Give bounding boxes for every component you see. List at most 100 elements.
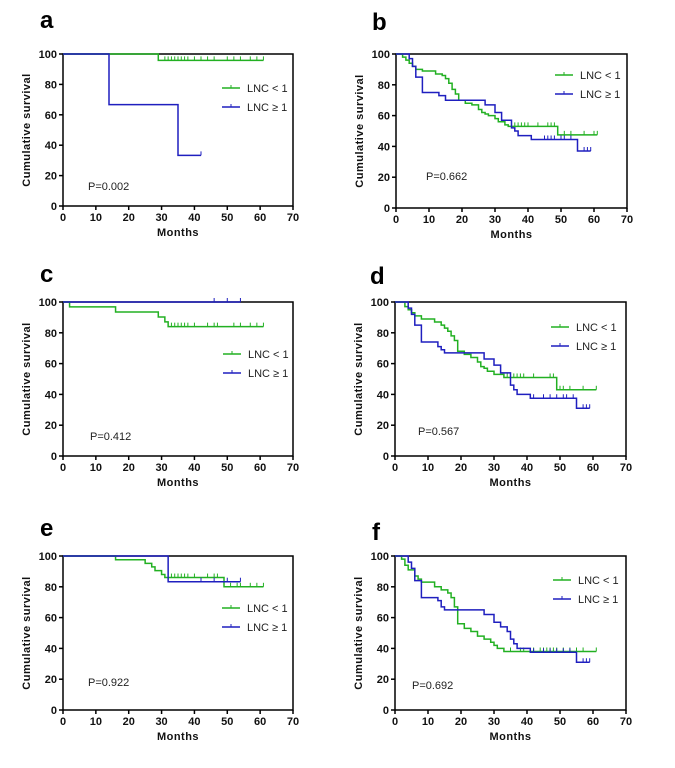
x-tick-label: 60 (254, 212, 266, 224)
y-tick-label: 20 (377, 420, 389, 432)
x-tick-label: 0 (60, 212, 66, 224)
x-tick-label: 60 (588, 214, 600, 226)
x-tick-label: 0 (392, 716, 398, 728)
panel-d: d 0 10 20 30 40 50 60 70 0 20 40 60 80 100 Months Cumula… (353, 263, 632, 489)
panel-label: e (40, 515, 53, 542)
x-tick-label: 10 (90, 716, 102, 728)
y-tick-label: 20 (45, 171, 57, 183)
y-tick-label: 0 (383, 705, 389, 717)
plot-frame (62, 555, 294, 711)
y-tick-label: 40 (45, 389, 57, 401)
legend-label: LNC ≥ 1 (247, 622, 287, 634)
x-tick-label: 60 (254, 462, 266, 474)
x-tick-label: 40 (521, 462, 533, 474)
x-tick-label: 20 (455, 716, 467, 728)
legend-label: LNC < 1 (580, 70, 621, 82)
panel-c: c 0 10 20 30 40 50 60 70 0 20 40 60 80 100 Months Cumula… (21, 261, 299, 489)
y-tick-label: 40 (377, 643, 389, 655)
x-tick-label: 30 (489, 214, 501, 226)
panel-b: b 0 10 20 30 40 50 60 70 0 20 40 60 80 100 Months Cumula… (354, 9, 633, 241)
y-axis-label: Cumulative survival (353, 576, 365, 689)
y-tick-label: 0 (51, 451, 57, 463)
x-tick-label: 70 (287, 462, 299, 474)
x-tick-label: 50 (221, 212, 233, 224)
x-tick-label: 50 (221, 716, 233, 728)
y-tick-label: 40 (378, 141, 390, 153)
x-tick-label: 50 (221, 462, 233, 474)
x-tick-label: 10 (423, 214, 435, 226)
x-tick-label: 70 (620, 716, 632, 728)
plot-frame (394, 555, 627, 711)
legend-label: LNC ≥ 1 (576, 341, 616, 353)
y-tick-label: 100 (39, 551, 57, 563)
survival-curve-lnc-lt-1 (395, 301, 597, 391)
p-value: P=0.922 (88, 677, 129, 689)
y-axis-label: Cumulative survival (21, 73, 33, 186)
x-tick-label: 60 (587, 462, 599, 474)
x-axis-label: Months (157, 477, 199, 489)
y-tick-label: 60 (45, 613, 57, 625)
x-tick-label: 50 (554, 716, 566, 728)
y-tick-label: 20 (377, 674, 389, 686)
y-tick-label: 20 (378, 172, 390, 184)
survival-curve-lnc-lt-1 (63, 301, 264, 328)
legend-label: LNC ≥ 1 (578, 594, 618, 606)
x-tick-label: 40 (188, 462, 200, 474)
panel-label: c (40, 261, 53, 288)
x-tick-label: 20 (123, 462, 135, 474)
panel-label: a (40, 7, 54, 34)
x-axis-label: Months (489, 731, 531, 743)
x-tick-label: 10 (90, 462, 102, 474)
y-tick-label: 0 (384, 203, 390, 215)
panel-label: b (372, 9, 387, 36)
x-axis-label: Months (490, 229, 532, 241)
x-tick-label: 40 (521, 716, 533, 728)
x-tick-label: 10 (422, 716, 434, 728)
x-tick-label: 50 (555, 214, 567, 226)
survival-curve-lnc-ge-1 (63, 53, 201, 157)
x-tick-label: 0 (60, 462, 66, 474)
p-value: P=0.567 (418, 426, 459, 438)
panel-a: a 0 10 20 30 40 50 60 70 0 20 40 60 80 100 Months Cumula… (21, 7, 299, 239)
x-tick-label: 40 (522, 214, 534, 226)
legend-label: LNC ≥ 1 (247, 102, 287, 114)
x-axis-label: Months (489, 477, 531, 489)
y-tick-label: 100 (39, 297, 57, 309)
p-value: P=0.412 (90, 431, 131, 443)
y-axis-label: Cumulative survival (353, 322, 365, 435)
x-tick-label: 70 (287, 212, 299, 224)
x-tick-label: 30 (155, 462, 167, 474)
y-axis-label: Cumulative survival (354, 74, 366, 187)
survival-curve-lnc-lt-1 (395, 555, 597, 653)
y-tick-label: 60 (45, 110, 57, 122)
legend-label: LNC < 1 (247, 83, 288, 95)
survival-curve-lnc-ge-1 (395, 555, 590, 664)
x-tick-label: 40 (188, 212, 200, 224)
y-tick-label: 100 (39, 49, 57, 61)
legend-label: LNC < 1 (576, 322, 617, 334)
x-tick-label: 20 (455, 462, 467, 474)
x-tick-label: 70 (620, 462, 632, 474)
plot-frame (62, 53, 294, 207)
y-tick-label: 60 (378, 111, 390, 123)
x-tick-label: 20 (123, 212, 135, 224)
legend-label: LNC ≥ 1 (580, 89, 620, 101)
x-tick-label: 30 (155, 212, 167, 224)
x-tick-label: 60 (254, 716, 266, 728)
x-tick-label: 0 (392, 462, 398, 474)
y-tick-label: 80 (45, 79, 57, 91)
x-tick-label: 20 (123, 716, 135, 728)
y-tick-label: 20 (45, 674, 57, 686)
panel-e: e 0 10 20 30 40 50 60 70 0 20 40 60 80 100 Months Cumula… (21, 515, 299, 743)
y-tick-label: 100 (371, 551, 389, 563)
x-tick-label: 40 (188, 716, 200, 728)
y-tick-label: 80 (45, 328, 57, 340)
y-tick-label: 80 (377, 582, 389, 594)
y-tick-label: 20 (45, 420, 57, 432)
x-axis-label: Months (157, 227, 199, 239)
x-tick-label: 70 (621, 214, 633, 226)
y-axis-label: Cumulative survival (21, 322, 33, 435)
survival-curve-lnc-ge-1 (63, 555, 241, 583)
y-axis-label: Cumulative survival (21, 576, 33, 689)
